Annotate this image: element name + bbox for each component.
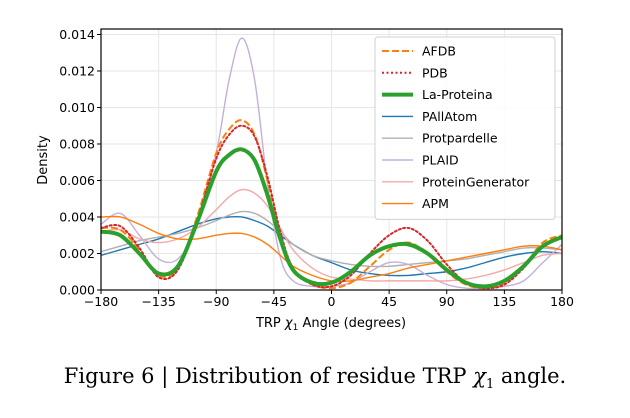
y-axis-label: Density [36, 135, 51, 185]
figure-caption: Figure 6 | Distribution of residue TRP χ… [0, 364, 630, 392]
x-tick-label: −45 [261, 294, 287, 309]
legend-item: AFDB [382, 44, 456, 59]
x-axis-label-symbol: χ [284, 316, 294, 331]
density-chart: −180 −135 −90 −45 0 45 90 135 180 0.0000.0020.00… [36, 27, 574, 333]
x-tick-label: 45 [381, 294, 397, 309]
y-tick-label: 0.012 [59, 63, 95, 78]
y-tick-label: 0.008 [59, 136, 95, 151]
legend-label: PLAID [422, 153, 459, 168]
x-axis-label-sub: 1 [293, 323, 299, 333]
legend-label: Protpardelle [422, 131, 498, 146]
x-tick-label: 90 [439, 294, 455, 309]
y-tick-label: 0.000 [59, 283, 95, 298]
legend-item: Protpardelle [382, 131, 498, 146]
caption-symbol: χ [473, 364, 486, 388]
series-line-apm [101, 215, 562, 283]
x-tick-label: −180 [84, 294, 118, 309]
x-axis-label-prefix: TRP [255, 316, 285, 331]
y-tick-label: 0.014 [59, 27, 95, 42]
legend-label: PDB [422, 65, 448, 80]
caption-prefix: Figure 6 | Distribution of residue TRP [63, 364, 474, 388]
series-line-la-proteina [101, 147, 562, 289]
legend-item: PAllAtom [382, 109, 477, 124]
legend-label: PAllAtom [422, 109, 477, 124]
y-tick-label: 0.004 [59, 209, 95, 224]
legend: AFDB PDB La-Proteina PAllAtom Protpardelle PL… [374, 36, 556, 220]
x-axis-label-suffix: Angle (degrees) [298, 316, 406, 331]
series-group [101, 37, 562, 290]
y-tick-label: 0.006 [59, 173, 95, 188]
legend-box [374, 36, 556, 220]
legend-item: APM [382, 196, 449, 211]
y-tick-label: 0.010 [59, 100, 95, 115]
x-axis-ticks: −180 −135 −90 −45 0 45 90 135 180 [84, 290, 574, 309]
legend-label: APM [422, 196, 449, 211]
series-line-protpardelle [101, 210, 562, 268]
series-curves [101, 37, 562, 290]
x-tick-label: 0 [328, 294, 336, 309]
series-line-proteingenerator [101, 188, 562, 282]
x-tick-label: 180 [550, 294, 574, 309]
legend-item: La-Proteina [382, 87, 493, 102]
x-axis-label: TRP χ1 Angle (degrees) [255, 316, 406, 333]
legend-item: PDB [382, 65, 448, 80]
legend-item: PLAID [382, 153, 459, 168]
x-tick-label: −135 [141, 294, 175, 309]
legend-label: AFDB [422, 44, 456, 59]
y-axis-ticks: 0.000 0.002 0.004 0.006 0.008 0.010 0.012 0.014 [59, 27, 101, 298]
x-tick-label: −90 [203, 294, 229, 309]
legend-label: ProteinGenerator [422, 174, 530, 189]
y-tick-label: 0.002 [59, 246, 95, 261]
legend-item: ProteinGenerator [382, 174, 530, 189]
x-tick-label: 135 [492, 294, 516, 309]
legend-label: La-Proteina [422, 87, 493, 102]
caption-sub: 1 [485, 377, 495, 393]
caption-suffix: angle. [494, 364, 567, 388]
